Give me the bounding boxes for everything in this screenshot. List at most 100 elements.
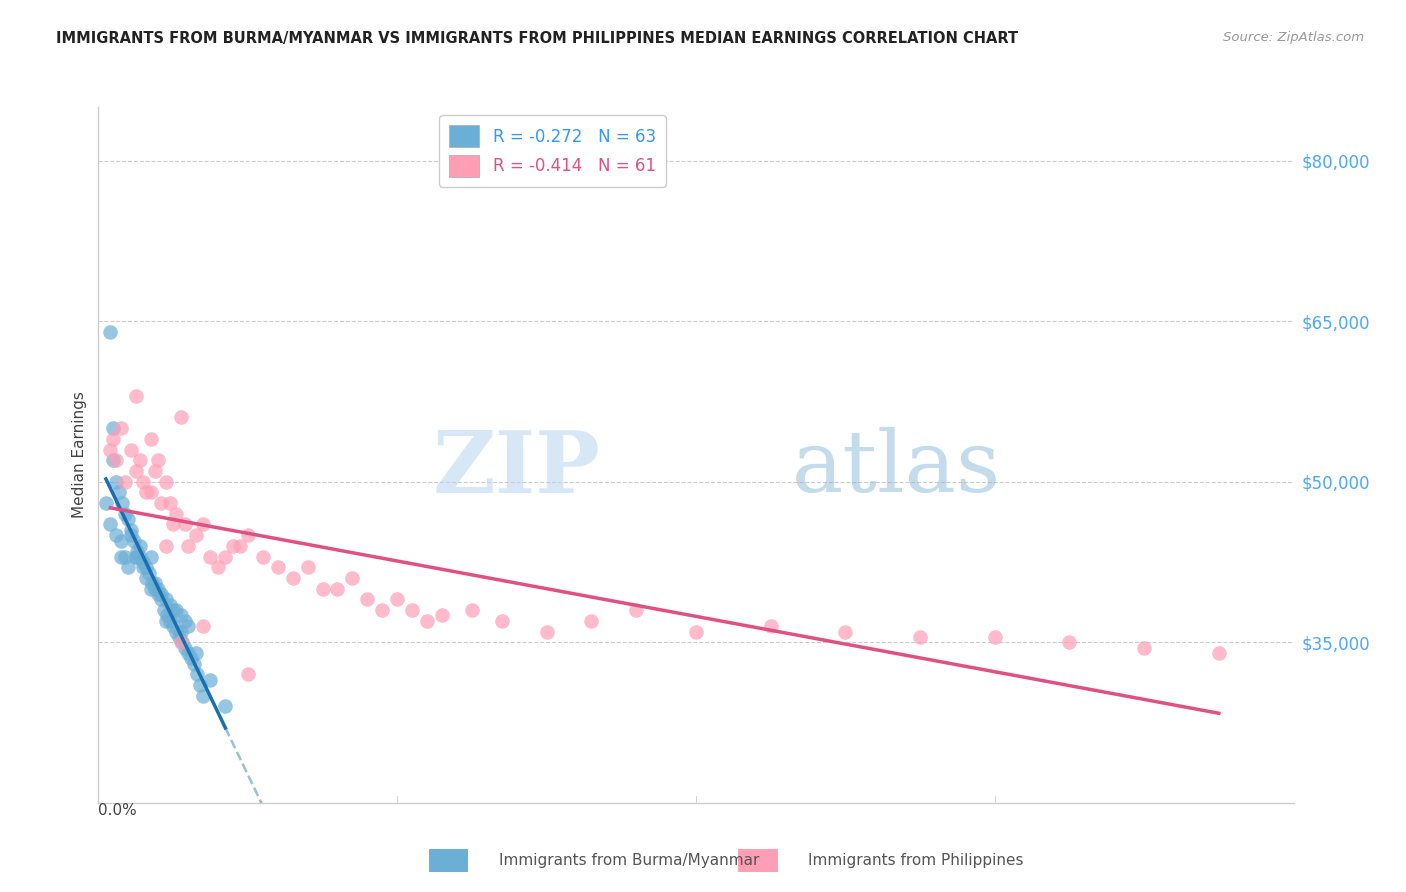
Point (174, 517, 197, 532)
Text: Immigrants from Burma/Myanmar: Immigrants from Burma/Myanmar (499, 854, 759, 868)
Point (385, 592, 409, 607)
Point (834, 624, 856, 639)
Point (626, 603, 648, 617)
Point (105, 528, 128, 542)
Point (125, 389, 148, 403)
Point (132, 555, 155, 569)
Point (177, 646, 200, 660)
Point (135, 571, 157, 585)
Point (188, 678, 211, 692)
Point (162, 517, 184, 532)
Point (169, 635, 191, 649)
Point (169, 624, 191, 639)
Point (169, 608, 191, 623)
Point (159, 496, 181, 510)
Point (129, 453, 152, 467)
Point (155, 592, 177, 607)
Point (148, 453, 170, 467)
Point (222, 539, 245, 553)
Point (177, 619, 200, 633)
Point (984, 630, 1007, 644)
Point (103, 453, 125, 467)
Point (172, 635, 194, 649)
Point (155, 475, 177, 489)
Point (159, 614, 181, 628)
Point (117, 560, 139, 574)
Point (180, 651, 202, 665)
Point (236, 667, 259, 681)
Point (1133, 640, 1156, 655)
Point (214, 699, 236, 714)
Point (120, 523, 142, 537)
Point (371, 603, 394, 617)
Point (1059, 635, 1081, 649)
Point (114, 475, 136, 489)
Point (150, 592, 173, 607)
Point (135, 560, 157, 574)
Point (169, 410, 191, 425)
Point (103, 432, 125, 446)
Text: atlas: atlas (792, 427, 1001, 510)
Point (156, 608, 179, 623)
Point (132, 560, 155, 574)
Point (139, 485, 162, 500)
Text: Immigrants from Philippines: Immigrants from Philippines (808, 854, 1024, 868)
Point (267, 560, 290, 574)
Text: IMMIGRANTS FROM BURMA/MYANMAR VS IMMIGRANTS FROM PHILIPPINES MEDIAN EARNINGS COR: IMMIGRANTS FROM BURMA/MYANMAR VS IMMIGRA… (56, 31, 1018, 46)
Point (139, 432, 162, 446)
Point (191, 517, 214, 532)
Point (236, 528, 259, 542)
Point (120, 528, 142, 542)
Point (155, 614, 177, 628)
Point (155, 539, 177, 553)
Point (491, 614, 513, 628)
Point (125, 549, 148, 564)
Point (138, 566, 160, 580)
Point (94, 496, 117, 510)
Point (143, 464, 166, 478)
Point (117, 512, 139, 526)
Point (110, 549, 132, 564)
Point (110, 533, 132, 548)
Point (581, 614, 603, 628)
Point (148, 582, 170, 596)
Point (150, 587, 173, 601)
Point (129, 549, 152, 564)
Point (200, 549, 222, 564)
Point (143, 576, 166, 591)
Point (150, 496, 173, 510)
Point (111, 496, 134, 510)
Point (191, 689, 214, 703)
Point (100, 517, 122, 532)
Point (162, 603, 184, 617)
Point (177, 539, 200, 553)
Point (759, 619, 782, 633)
Point (401, 603, 423, 617)
Point (148, 587, 170, 601)
Point (120, 442, 142, 457)
Point (135, 485, 157, 500)
Point (114, 549, 136, 564)
Point (105, 453, 128, 467)
Point (326, 582, 349, 596)
Point (100, 325, 122, 339)
Point (159, 598, 181, 612)
Point (184, 528, 207, 542)
Point (132, 475, 155, 489)
Text: Source: ZipAtlas.com: Source: ZipAtlas.com (1223, 31, 1364, 45)
Point (143, 582, 166, 596)
Point (108, 485, 131, 500)
Y-axis label: Median Earnings: Median Earnings (72, 392, 87, 518)
Point (186, 667, 208, 681)
Point (100, 442, 122, 457)
Point (165, 603, 187, 617)
Point (342, 571, 364, 585)
Point (139, 549, 162, 564)
Point (125, 549, 148, 564)
Point (114, 507, 136, 521)
Point (105, 475, 128, 489)
Point (229, 539, 252, 553)
Point (207, 560, 229, 574)
Point (183, 657, 205, 671)
Point (214, 549, 236, 564)
